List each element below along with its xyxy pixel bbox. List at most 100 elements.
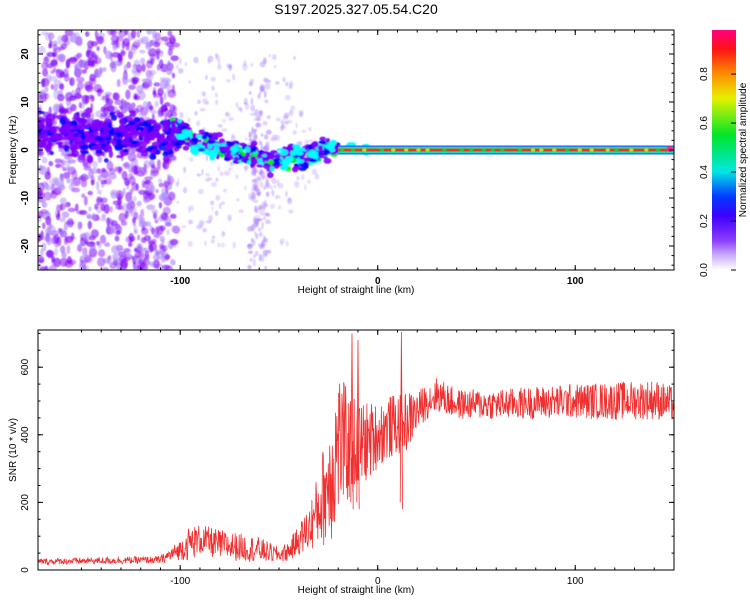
spectrogram-blob xyxy=(50,139,57,143)
spectrogram-blob xyxy=(250,237,254,243)
spectrogram-blob xyxy=(44,92,50,100)
spectrogram-blob xyxy=(138,129,148,137)
spectrogram-blob xyxy=(163,107,169,112)
colorbar-step xyxy=(712,190,736,193)
carrier-dot xyxy=(656,148,661,152)
colorbar-step xyxy=(712,162,736,165)
spectrogram-blob xyxy=(90,175,95,185)
spectrogram-blob xyxy=(129,113,137,117)
spectrogram-blob xyxy=(74,203,79,212)
spectrogram-blob xyxy=(177,177,180,185)
spectrogram-blob xyxy=(253,221,259,228)
spectrogram-blob xyxy=(284,94,291,101)
spectrogram-blob xyxy=(254,250,259,256)
spectrogram-blob xyxy=(229,162,233,167)
spectrogram-blob xyxy=(290,105,296,111)
spectrogram-image xyxy=(38,30,674,270)
spectrogram-blob xyxy=(249,258,254,262)
spectrogram-blob xyxy=(144,250,150,258)
spectrogram-blob xyxy=(53,257,61,268)
colorbar-step xyxy=(712,106,736,109)
spectrogram-blob xyxy=(67,153,77,157)
spectrogram-blob xyxy=(114,99,124,106)
spectrogram-blob xyxy=(125,235,133,243)
spectrogram-blob xyxy=(151,209,159,215)
carrier-dot xyxy=(442,148,447,152)
spectrogram-blob xyxy=(86,213,92,219)
spectrogram-blob xyxy=(71,187,81,193)
spectrogram-blob xyxy=(140,216,146,227)
colorbar-step xyxy=(712,224,736,227)
spectrogram-blob xyxy=(91,145,100,150)
spectrogram-blob xyxy=(217,59,221,66)
spectrogram-blob xyxy=(184,141,190,146)
spectrogram-blob xyxy=(268,159,274,165)
spectrogram-blob xyxy=(78,118,88,124)
spectrogram-blob xyxy=(38,197,47,203)
spectrogram-blob xyxy=(59,71,65,78)
spectrogram-blob xyxy=(325,137,331,144)
spectrogram-blob xyxy=(47,224,51,233)
spectrogram-blob xyxy=(69,143,78,151)
colorbar-tick-label: 0.4 xyxy=(699,165,710,179)
colorbar-step xyxy=(712,108,736,111)
spectrogram-blob xyxy=(108,129,115,136)
spectrogram-blob xyxy=(150,109,158,114)
colorbar-step xyxy=(712,164,736,167)
spectrogram-blob xyxy=(298,109,304,115)
spectrogram-xlabel: Height of straight line (km) xyxy=(298,285,415,296)
spectrogram-blob xyxy=(137,90,146,101)
colorbar-step xyxy=(712,138,736,141)
spectrogram-blob xyxy=(66,256,72,265)
spectrogram-blob xyxy=(318,140,327,144)
spectrogram-blob xyxy=(90,94,95,103)
spectrogram-blob xyxy=(41,157,48,164)
carrier-dot xyxy=(379,148,385,152)
spectrogram-blob xyxy=(257,176,262,181)
spectrogram-blob xyxy=(311,168,317,176)
colorbar-step xyxy=(712,226,736,229)
spectrogram-blob xyxy=(43,235,50,242)
colorbar-step xyxy=(712,240,736,243)
spectrogram-blob xyxy=(38,116,45,124)
colorbar-step xyxy=(712,234,736,237)
spectrogram-blob xyxy=(199,108,206,112)
spectrogram-blob xyxy=(152,87,157,95)
spectrogram-blob xyxy=(106,217,111,226)
colorbar-step xyxy=(712,80,736,83)
spectrogram-blob xyxy=(132,206,137,214)
spectrogram-blob xyxy=(260,133,264,137)
colorbar-step xyxy=(712,204,736,207)
spectrogram-blob xyxy=(181,224,187,229)
spectrogram-blob xyxy=(288,80,294,87)
spectrogram-blob xyxy=(238,142,246,147)
colorbar-ticks: 0.0 0.2 0.4 0.6 0.8 xyxy=(699,67,736,277)
colorbar-step xyxy=(712,128,736,131)
spectrogram-blob xyxy=(205,172,210,177)
spectrogram-blob xyxy=(296,140,302,146)
spectrogram-blob xyxy=(59,217,66,223)
spectrogram-blob xyxy=(170,225,177,233)
spectrogram-blob xyxy=(318,145,323,152)
spectrogram-blob xyxy=(188,219,194,225)
spectrogram-blob xyxy=(158,193,168,202)
spectrogram-blob xyxy=(38,134,46,139)
colorbar-step xyxy=(712,176,736,179)
spectrogram-blob xyxy=(272,54,277,61)
spectrogram-blob xyxy=(301,129,306,133)
carrier-dot xyxy=(481,148,486,152)
spectrogram-blob xyxy=(293,55,296,61)
spectrogram-blob xyxy=(256,115,262,122)
spectrogram-blob xyxy=(168,142,174,150)
spectrogram-blob xyxy=(138,257,143,266)
spectrogram-blob xyxy=(123,148,128,153)
colorbar-step xyxy=(712,156,736,159)
spectrogram-blob xyxy=(271,134,278,141)
spectrogram-blob xyxy=(68,57,78,64)
spectrogram-blob xyxy=(157,111,161,118)
spectrogram-blobs xyxy=(38,30,372,270)
spectrogram-blob xyxy=(165,62,173,70)
spectrogram-blob xyxy=(112,253,119,262)
colorbar-tick-label: 0.0 xyxy=(699,263,710,277)
